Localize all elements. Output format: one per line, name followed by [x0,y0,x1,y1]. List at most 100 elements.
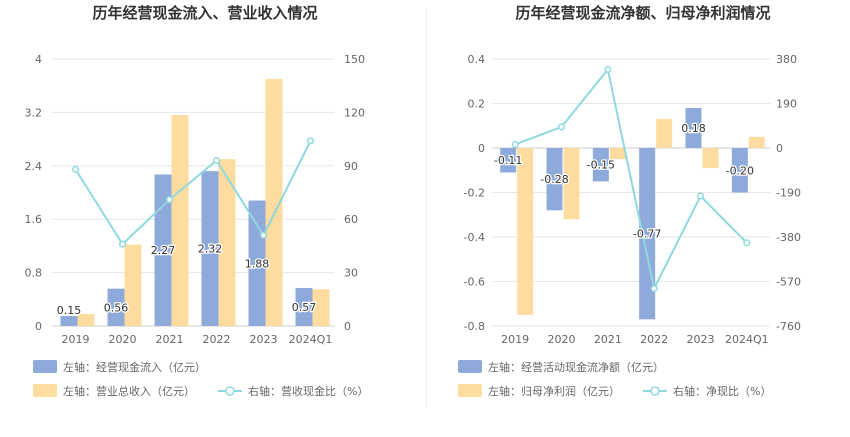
bar-primary [107,288,125,326]
ratio-point [212,156,221,165]
legend-label: 左轴：归母净利润（亿元） [488,384,620,398]
left-axis-tick-label: 1.6 [25,213,43,226]
bar-secondary [656,119,673,148]
bar-primary [154,174,172,326]
left-axis-tick-label: -0.4 [464,231,485,244]
legend-label: 左轴：经营活动现金流净额（亿元） [488,360,664,374]
bar-data-label: 2.27 [151,244,176,257]
bar-primary [201,171,219,326]
panel-divider [426,8,427,408]
bar-primary [731,148,748,193]
left-axis-tick-label: 4 [35,53,42,66]
x-axis-tick-label: 2024Q1 [289,333,333,346]
legend-marker [225,386,235,396]
x-axis-tick-label: 2024Q1 [725,333,769,346]
right-axis-tick-label: 0 [344,320,351,333]
bar-data-label: 0.57 [292,301,317,314]
ratio-point [165,196,174,204]
ratio-point [259,231,268,239]
bar-secondary [517,148,534,315]
right-axis-tick-label: -570 [776,276,801,289]
legend-swatch [458,384,482,397]
left-axis-tick-label: 0.8 [25,267,43,280]
x-axis-tick-label: 2023 [250,333,278,346]
x-axis-tick-label: 2022 [640,333,668,346]
left-axis-tick-label: -0.6 [464,276,485,289]
left-axis-tick-label: 0.2 [468,98,486,111]
chart-title: 历年经营现金流入、营业收入情况 [92,4,317,22]
x-axis-tick-label: 2023 [687,333,715,346]
right-axis-tick-label: -760 [776,320,801,333]
right-axis-tick-label: 190 [776,98,797,111]
legend-label: 左轴：经营现金流入（亿元） [63,360,206,374]
ratio-point [71,165,80,173]
ratio-point [306,137,315,145]
bar-data-label: -0.28 [540,173,568,186]
right-axis-tick-label: 380 [776,53,797,66]
left-axis-tick-label: 0 [478,142,485,155]
x-axis-tick-label: 2021 [156,333,184,346]
right-axis-tick-label: 120 [344,106,365,119]
x-axis-tick-label: 2021 [594,333,622,346]
right-axis-tick-label: -380 [776,231,801,244]
bar-data-label: -0.15 [587,159,615,172]
bar-primary [546,148,563,211]
ratio-point [511,140,519,149]
right-axis-tick-label: 30 [344,267,358,280]
bar-primary [685,107,702,148]
x-axis-tick-label: 2022 [203,333,231,346]
ratio-point [604,65,612,74]
right-axis-tick-label: 150 [344,53,365,66]
chart-title: 历年经营现金流净额、归母净利润情况 [515,4,770,22]
x-axis-tick-label: 2020 [548,333,576,346]
x-axis-tick-label: 2020 [109,333,137,346]
legend-label: 左轴：营业总收入（亿元） [63,384,195,398]
cash-inflow-revenue-chart: 历年经营现金流入、营业收入情况 0 0.8 1.6 2.4 3.2 4 0 30 60 90 120 1… [25,4,369,398]
bar-data-label: 0.56 [104,301,129,314]
legend-label: 右轴：营收现金比（%） [248,384,368,398]
bar-secondary [218,159,236,326]
ratio-line [74,140,312,246]
bar-secondary [702,148,719,169]
legend-marker [650,386,660,396]
net-cashflow-profit-chart: 历年经营现金流净额、归母净利润情况-0.8-0.6-0.4-0.200.20.4… [458,4,801,398]
right-axis-tick-label: -190 [776,187,801,200]
right-axis-tick-label: 0 [776,142,783,155]
bar-primary [295,287,313,326]
left-axis-tick-label: -0.2 [464,187,485,200]
bar-secondary [748,136,765,148]
bar-data-label: -0.20 [726,164,754,177]
ratio-line [514,67,748,292]
bar-data-label: -0.77 [633,228,661,241]
bar-primary [60,315,78,326]
legend-swatch [33,384,57,397]
bar-data-label: 0.15 [57,304,82,317]
left-axis-tick-label: -0.8 [464,320,485,333]
bar-secondary [563,148,580,220]
bar-secondary [312,289,330,326]
ratio-point [696,192,705,200]
bar-data-label: -0.11 [494,154,522,167]
ratio-point [557,123,566,131]
left-axis-tick-label: 0 [35,320,42,333]
bar-primary [500,148,517,173]
x-axis-tick-label: 2019 [62,333,90,346]
bar-secondary [77,313,95,326]
bar-secondary [265,79,283,327]
left-axis-tick-label: 3.2 [25,106,43,119]
bar-secondary [171,115,189,326]
left-axis-tick-label: 2.4 [25,160,43,173]
right-axis-tick-label: 60 [344,213,358,226]
x-axis-tick-label: 2019 [501,333,529,346]
bar-primary [592,148,609,182]
bar-secondary [124,244,142,326]
bar-data-label: 2.32 [198,243,223,256]
ratio-point [743,239,751,247]
right-axis-tick-label: 90 [344,160,358,173]
bar-data-label: 1.88 [245,257,270,270]
left-axis-tick-label: 0.4 [468,53,486,66]
bar-data-label: 0.18 [681,122,706,135]
legend-label: 右轴：净现比（%） [673,384,771,398]
ratio-point [118,240,127,248]
